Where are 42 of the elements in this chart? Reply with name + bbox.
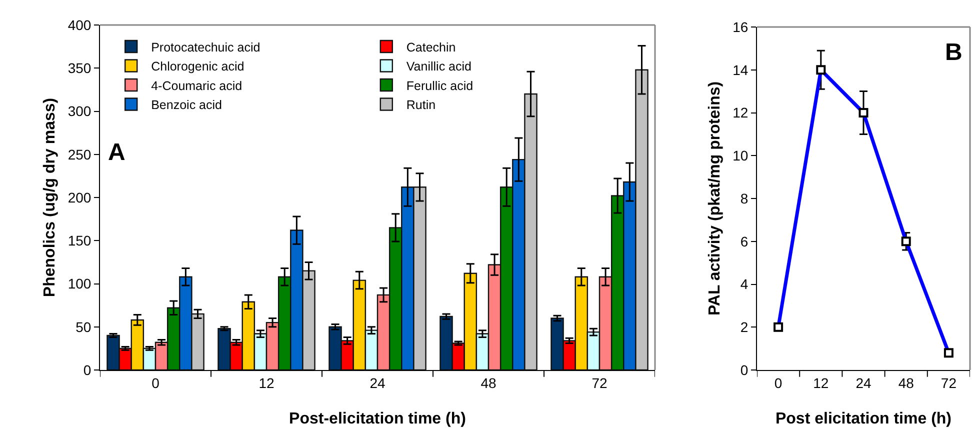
x-axis-title: Post elicitation time (h) xyxy=(775,410,952,428)
x-tick-label: 48 xyxy=(898,374,914,391)
y-tick-label: 8 xyxy=(740,190,748,206)
x-tick-label: 72 xyxy=(940,374,957,391)
y-tick-label: 4 xyxy=(740,276,748,292)
x-tick-label: 48 xyxy=(480,374,496,391)
x-tick-label: 0 xyxy=(774,374,782,391)
annotation: A xyxy=(108,139,126,166)
x-tick-label: 12 xyxy=(813,374,829,391)
annotation: B xyxy=(945,39,962,66)
legend-label: Vanillic acid xyxy=(406,60,472,74)
x-tick-label: 24 xyxy=(370,374,386,391)
y-tick-label: 400 xyxy=(68,16,92,33)
x-tick-label: 72 xyxy=(592,374,608,391)
y-tick-label: 16 xyxy=(732,18,748,35)
legend-label: Catechin xyxy=(406,40,456,54)
y-tick-label: 12 xyxy=(732,104,748,121)
y-tick-label: 350 xyxy=(68,60,92,76)
y-tick-label: 10 xyxy=(732,148,748,164)
y-tick-label: 14 xyxy=(732,62,748,78)
legend-label: 4-Coumaric acid xyxy=(151,78,242,93)
x-tick-label: 24 xyxy=(856,374,872,391)
y-tick-label: 6 xyxy=(740,233,748,250)
y-tick-label: 150 xyxy=(68,232,92,249)
y-tick-label: 100 xyxy=(68,276,92,292)
y-tick-label: 0 xyxy=(83,362,92,378)
legend-label: Ferullic acid xyxy=(406,78,474,93)
y-tick-label: 250 xyxy=(68,146,92,162)
y-axis-title: Phenolics (ug/g dry mass) xyxy=(42,98,59,298)
legend-label: Benzoic acid xyxy=(151,98,222,112)
legend-label: Rutin xyxy=(406,98,436,112)
x-tick-label: 12 xyxy=(258,374,274,391)
legend-label: Protocatechuic acid xyxy=(151,40,260,54)
y-tick-label: 2 xyxy=(740,319,748,336)
y-tick-label: 0 xyxy=(740,362,748,378)
y-tick-label: 50 xyxy=(76,318,92,335)
y-axis-title: PAL activity (pkat/mg proteins) xyxy=(706,81,724,316)
legend-label: Chlorogenic acid xyxy=(151,60,244,74)
y-tick-label: 300 xyxy=(68,103,92,120)
y-tick-label: 200 xyxy=(68,189,92,206)
x-tick-label: 0 xyxy=(152,374,160,391)
x-axis-title: Post-elicitation time (h) xyxy=(289,410,466,428)
